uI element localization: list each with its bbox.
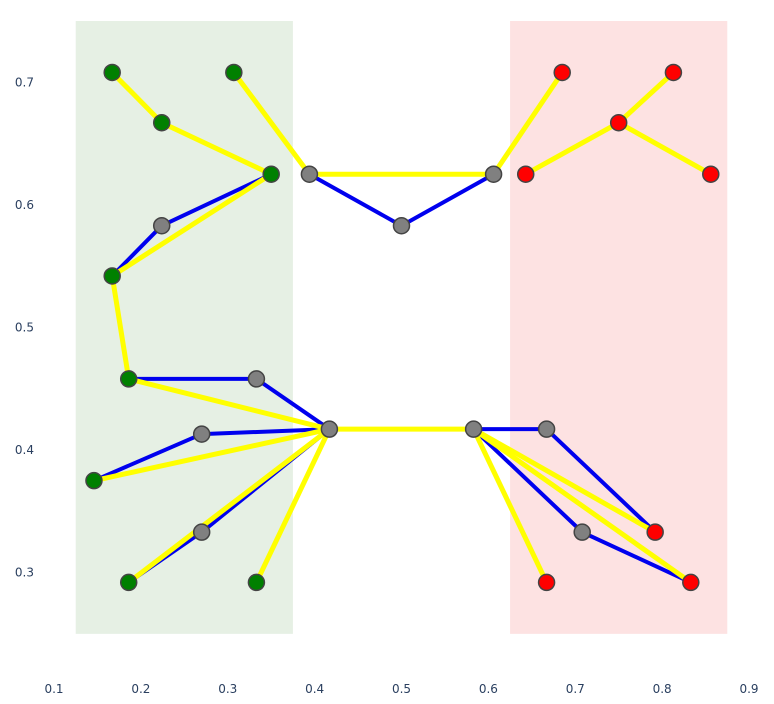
x-tick-label: 0.5	[392, 682, 411, 696]
red-node-19	[664, 63, 683, 82]
x-tick-label: 0.1	[44, 682, 63, 696]
yellow-edge-10	[253, 426, 332, 585]
blue-edge-11	[544, 427, 658, 535]
yellow-edge-11	[491, 69, 565, 177]
red-node-18	[553, 63, 571, 82]
red-node-21	[702, 165, 720, 183]
y-tick-label: 0.3	[15, 566, 34, 580]
gray-node-12	[192, 523, 211, 541]
blue-edge-6	[199, 427, 332, 437]
yellow-edge-6	[126, 376, 332, 432]
yellow-edge-1	[159, 120, 274, 177]
red-node-17	[516, 165, 535, 183]
x-tick-label: 0.2	[131, 682, 150, 696]
y-tick-label: 0.7	[15, 75, 34, 89]
y-tick-label: 0.4	[15, 443, 34, 457]
blue-edge-1	[399, 172, 496, 228]
blue-edge-13	[580, 530, 693, 585]
region-0	[75, 21, 293, 634]
gray-node-9	[320, 420, 339, 438]
yellow-edge-15	[471, 426, 658, 535]
yellow-edge-12	[523, 120, 622, 177]
gray-node-4	[300, 165, 319, 183]
yellow-edge-5	[109, 273, 132, 382]
green-node-14	[247, 573, 266, 592]
green-node-6	[103, 267, 121, 285]
blue-edge-3	[110, 223, 164, 278]
yellow-edge-4	[109, 171, 274, 279]
yellow-edge-13	[616, 69, 676, 126]
yellow-edge-0	[109, 69, 165, 126]
blue-edge-12	[471, 427, 585, 535]
green-node-13	[119, 573, 138, 592]
gray-node-10	[192, 425, 211, 443]
green-node-3	[262, 165, 280, 183]
yellow-edge-9	[126, 426, 332, 585]
red-node-26	[682, 573, 700, 592]
red-node-27	[537, 573, 556, 592]
gray-node-24	[573, 523, 591, 541]
green-node-7	[119, 370, 138, 388]
x-tick-label: 0.8	[653, 682, 672, 696]
blue-edge-5	[254, 376, 332, 432]
yellow-edge-14	[616, 120, 714, 177]
yellow-edge-16	[471, 426, 694, 585]
x-tick-label: 0.4	[305, 682, 324, 696]
blue-edge-2	[159, 172, 274, 228]
green-node-2	[152, 113, 171, 132]
gray-node-22	[464, 420, 483, 438]
blue-edge-0	[307, 172, 404, 228]
y-tick-label: 0.5	[15, 320, 34, 334]
green-node-1	[225, 63, 243, 82]
blue-edge-7	[91, 432, 204, 483]
gray-node-23	[537, 420, 556, 438]
red-node-20	[609, 113, 628, 132]
yellow-edge-8	[91, 426, 332, 484]
y-axis-ticks: 0.3 0.4 0.5 0.6 0.7	[15, 75, 34, 579]
edge-layer	[91, 69, 714, 585]
gray-node-16	[484, 165, 503, 183]
green-node-0	[103, 63, 121, 82]
region-1	[510, 21, 728, 634]
x-tick-label: 0.3	[218, 682, 237, 696]
x-axis-ticks: 0.1 0.2 0.3 0.4 0.5 0.6 0.7 0.8 0.9	[44, 682, 758, 696]
x-tick-label: 0.9	[739, 682, 758, 696]
x-tick-label: 0.6	[479, 682, 498, 696]
green-node-11	[85, 471, 103, 490]
x-tick-label: 0.7	[566, 682, 585, 696]
red-node-25	[646, 523, 664, 541]
node-layer	[85, 63, 720, 592]
yellow-edge-2	[231, 69, 312, 177]
y-tick-label: 0.6	[15, 198, 34, 212]
gray-node-8	[247, 370, 266, 388]
gray-node-5	[152, 216, 171, 235]
gray-node-15	[392, 216, 411, 235]
yellow-edge-17	[471, 426, 550, 585]
